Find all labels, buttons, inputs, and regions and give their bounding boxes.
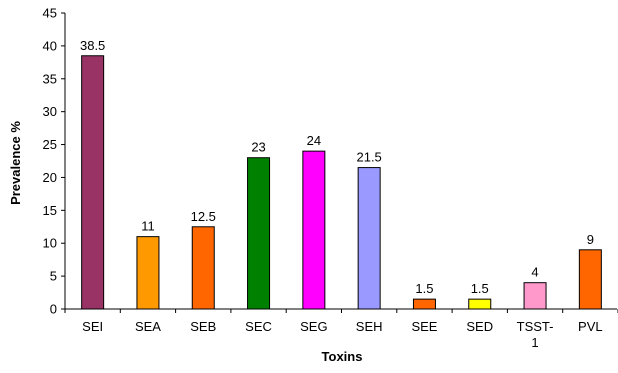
y-tick-label: 10 <box>43 236 57 251</box>
x-tick-label-see: SEE <box>411 319 437 334</box>
data-label-see: 1.5 <box>415 281 433 296</box>
y-tick-label: 40 <box>43 38 57 53</box>
data-label-seb: 12.5 <box>191 209 216 224</box>
x-tick-label-seh: SEH <box>356 319 383 334</box>
bar-pvl <box>578 249 602 310</box>
bar-seb <box>191 226 215 310</box>
bar-sec <box>247 157 271 310</box>
labels-layer: 38.5 SEI 11 SEA 12.5 SEB 23 SEC 24 SEG 21.5 SEH 1.5 S… <box>80 38 603 350</box>
y-tick-label: 25 <box>43 137 57 152</box>
data-label-seh: 21.5 <box>356 150 381 165</box>
bars-layer <box>81 55 602 310</box>
x-tick-label-pvl: PVL <box>578 319 603 334</box>
bar-seh <box>357 167 381 310</box>
data-label-sea: 11 <box>141 219 155 234</box>
x-tick-label-sec: SEC <box>245 319 272 334</box>
data-label-pvl: 9 <box>587 232 594 247</box>
y-tick-label: 30 <box>43 104 57 119</box>
bar-sed <box>468 298 492 310</box>
bar-see <box>412 298 436 310</box>
data-label-sed: 1.5 <box>471 281 489 296</box>
y-tick-label: 45 <box>43 6 57 21</box>
y-tick-label: 35 <box>43 71 57 86</box>
x-tick-label-seg: SEG <box>300 319 327 334</box>
y-tick-label: 15 <box>43 203 57 218</box>
bar-seg <box>302 150 326 310</box>
y-tick-label: 20 <box>43 170 57 185</box>
x-tick-label-seb: SEB <box>190 319 216 334</box>
x-tick-label-sed: SED <box>466 319 493 334</box>
y-tick-label: 0 <box>50 302 57 317</box>
x-tick-label-sea: SEA <box>135 319 161 334</box>
data-label-sei: 38.5 <box>80 38 105 53</box>
data-label-tsst-1: 4 <box>531 265 538 280</box>
data-label-sec: 23 <box>251 140 265 155</box>
data-label-seg: 24 <box>307 133 321 148</box>
x-tick-label-sei: SEI <box>82 319 103 334</box>
y-tick-label: 5 <box>50 269 57 284</box>
bar-tsst-1 <box>523 282 547 310</box>
y-axis-title: Prevalence % <box>8 121 23 205</box>
bar-sei <box>81 55 105 310</box>
x-tick-label-tsst-1: TSST-1 <box>517 319 554 350</box>
x-axis-title: Toxins <box>322 349 363 364</box>
bar-sea <box>136 236 160 310</box>
